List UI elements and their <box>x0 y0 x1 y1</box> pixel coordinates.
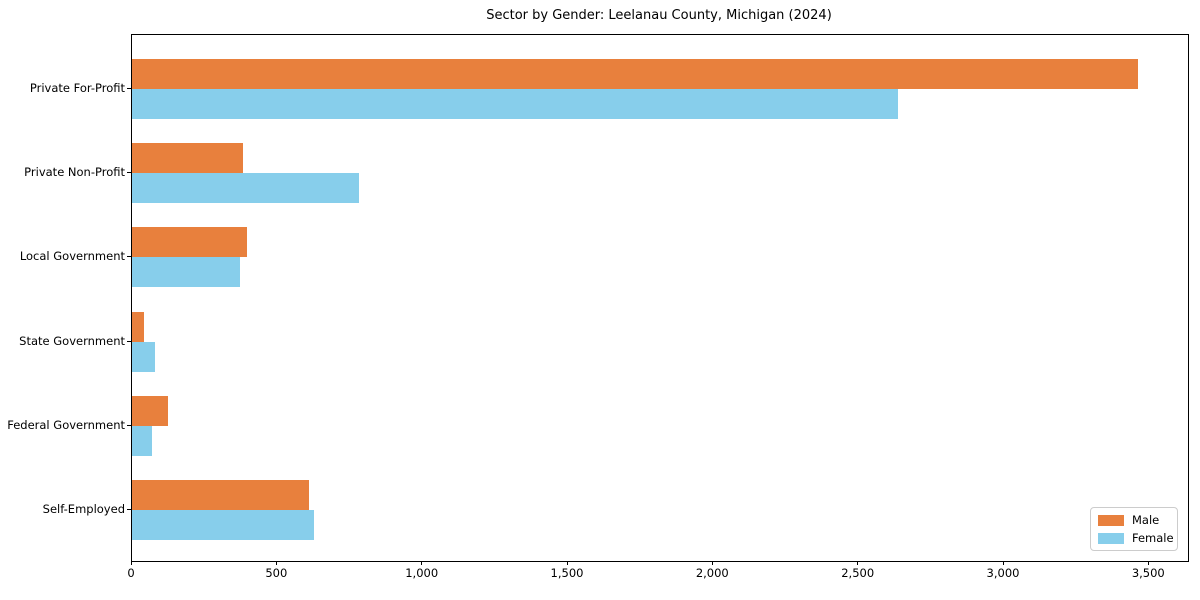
xtick-mark-0 <box>130 561 132 565</box>
xtick-mark-1000 <box>421 561 423 565</box>
xtick-label-1500: 1,500 <box>550 566 584 580</box>
ytick-mark-private-for-profit <box>127 88 131 89</box>
chart-title: Sector by Gender: Leelanau County, Michi… <box>486 8 832 23</box>
legend-swatch-male <box>1098 514 1124 526</box>
ytick-mark-state-government <box>127 340 131 342</box>
bar-male-private-non-profit <box>132 143 243 174</box>
ytick-label-private-for-profit: Private For-Profit <box>29 81 125 95</box>
bar-male-private-for-profit <box>132 59 1138 89</box>
xtick-label-2500: 2,500 <box>841 566 875 580</box>
xtick-mark-500 <box>275 561 277 565</box>
ytick-label-state-government: State Government <box>19 333 125 348</box>
bar-female-state-government <box>132 341 156 372</box>
ytick-label-self-employed: Self-Employed <box>42 502 125 516</box>
xtick-label-3000: 3,000 <box>986 566 1020 580</box>
xtick-label-500: 500 <box>265 566 288 580</box>
ytick-label-local-government: Local Government <box>19 249 125 264</box>
plot-area <box>131 34 1189 562</box>
ytick-mark-federal-government <box>127 424 131 426</box>
ytick-mark-private-non-profit <box>127 172 131 174</box>
legend: Male Female <box>1090 507 1178 551</box>
legend-item-female: Female <box>1098 531 1174 545</box>
legend-swatch-female <box>1098 532 1124 544</box>
legend-label-male: Male <box>1132 513 1160 527</box>
xtick-label-3500: 3,500 <box>1131 566 1165 580</box>
bar-female-private-non-profit <box>132 173 359 204</box>
bar-female-federal-government <box>132 425 152 456</box>
xtick-label-1000: 1,000 <box>405 566 439 580</box>
bar-male-local-government <box>132 227 247 258</box>
legend-item-male: Male <box>1098 513 1170 527</box>
bar-male-state-government <box>132 311 145 342</box>
bar-female-local-government <box>132 257 240 288</box>
xtick-label-0: 0 <box>127 566 135 580</box>
ytick-mark-self-employed <box>127 509 131 510</box>
ytick-mark-local-government <box>127 256 131 258</box>
ytick-label-federal-government: Federal Government <box>7 417 125 432</box>
xtick-mark-1500 <box>566 561 568 565</box>
xtick-mark-2000 <box>711 561 713 565</box>
bar-male-self-employed <box>132 480 310 510</box>
xtick-label-2000: 2,000 <box>695 566 729 580</box>
xtick-mark-3500 <box>1147 561 1149 565</box>
bar-female-private-for-profit <box>132 89 898 119</box>
xtick-mark-2500 <box>857 561 859 565</box>
bar-female-self-employed <box>132 510 314 540</box>
legend-label-female: Female <box>1132 531 1174 545</box>
ytick-label-private-non-profit: Private Non-Profit <box>24 165 125 180</box>
xtick-mark-3000 <box>1002 561 1004 565</box>
bar-male-federal-government <box>132 395 168 426</box>
